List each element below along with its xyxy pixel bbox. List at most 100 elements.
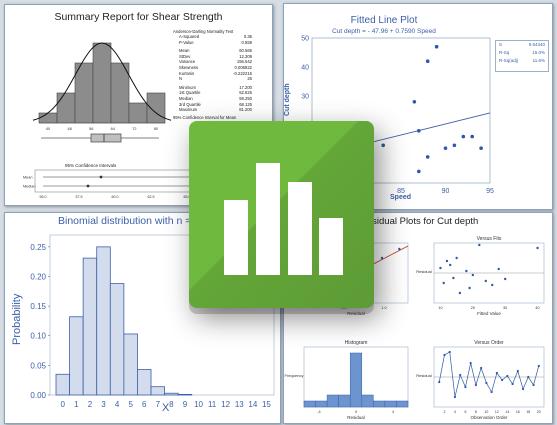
stat-label: Minimum [179,84,196,90]
stat-row: Mean 60.565 [173,48,270,54]
ci-row-median: Median [23,185,35,189]
legend-row: S 9.54340 [496,41,548,49]
ci-note: 95% Confidence Interval for Mean [173,114,237,120]
residual-point [471,273,475,277]
order-line [438,351,540,398]
data-point [470,134,474,139]
ci-tick: 55.0 [40,195,47,199]
legend-label: R-Sq(adj) [499,58,519,63]
residual-point [443,353,446,357]
y-tick: 30 [301,94,309,101]
x-tick: 8 [169,400,174,409]
legend-value: 16.0% [532,50,545,55]
residual-point [536,246,539,250]
x-tick: 7 [156,400,161,409]
x-tick: 6 [464,410,466,414]
stat-value: 0.006822 [234,64,252,70]
residual-point [468,286,471,290]
x-tick: 1.0 [381,306,386,310]
fitted-line-title: Fitted Line Plot [350,15,418,26]
y-tick: 0.05 [30,361,46,370]
probability-bar [150,386,166,396]
histogram-tick: 72 [132,127,136,131]
histogram-bar [74,62,94,124]
axis-label: Residual [416,269,432,274]
x-tick: 20 [537,410,541,414]
binomial-panel[interactable]: Binomial distribution with n = Probabili… [4,212,281,424]
x-tick: 13 [235,400,244,409]
stat-row: 1st Quartile 52.625 [173,90,270,96]
ci-tick: 65.0 [184,195,191,199]
data-point [452,143,457,148]
residual-point [455,256,458,260]
stat-value: -0.222215 [233,70,252,76]
x-tick: 12 [221,400,230,409]
data-point [425,59,430,63]
stat-row: A-Squared 0.35 [173,34,270,40]
histogram-bar [303,400,316,408]
axis-label: Fitted Value [477,311,501,316]
x-tick: 0 [61,400,66,409]
stat-value: 17.200 [239,84,252,90]
residual-point [537,364,540,368]
stat-value: 156.542 [236,59,252,65]
residual-point [448,263,452,267]
stat-row: N 26 [173,76,270,82]
x-tick: 5 [128,400,133,409]
stat-label: 3rd Quartile [179,101,201,107]
x-tick: 6 [142,400,147,409]
residual-subplot-title: Versus Order [474,340,504,346]
data-point [425,155,430,159]
probability-bar [177,394,193,396]
residual-point [445,259,449,263]
legend-value: 9.54340 [528,42,545,47]
x-tick: 85 [397,188,405,195]
x-tick: 14 [248,400,257,409]
residual-point [438,380,441,384]
residual-point [495,371,498,375]
histogram-bar [146,92,166,124]
summary-report-panel[interactable]: Summary Report for Shear Strength 40 48 56… [4,4,273,206]
legend-row: R-Sq 16.0% [496,49,548,57]
data-point [381,143,385,148]
stat-value: 52.625 [239,90,252,96]
histogram-tick: 40 [46,127,50,131]
residual-title: Residual Plots for Cut depth [360,216,479,227]
data-point [412,100,417,104]
probability-bar [164,392,179,396]
histogram-tick: 48 [67,127,71,131]
residual-point [439,266,442,270]
legend-value: 11.6% [532,58,545,63]
histogram-bar [361,394,374,408]
stat-label: Variance [179,59,196,65]
probability-bar [96,246,111,396]
legend-label: R-Sq [499,50,510,55]
x-tick: 95 [486,188,494,195]
x-tick: 40 [535,306,539,310]
residual-subplot-title: Histogram [345,340,368,346]
stat-label: Median [179,95,193,101]
residual-subplot-title: Versus Fits [477,236,502,242]
stat-label: Mean [179,48,190,54]
x-tick: 0.0 [341,306,346,310]
residual-point [485,381,488,385]
probability-bar [55,373,70,396]
residual-point [442,281,445,285]
stat-label: Skewness [179,64,199,70]
binomial-chart: 0 1 2 3 4 5 6 7 8 9 10 11 12 13 14 150.000.050.100.150.… [30,234,275,409]
fitted-legend: S 9.54340 R-Sq 16.0% R-Sq(adj) 11.6% [495,40,549,72]
ci-tick: 60.0 [112,195,119,199]
stat-value: 81.200 [239,107,252,113]
probability-bar [82,257,98,396]
ci-tick: 62.5 [148,195,155,199]
histogram-bar [384,400,397,408]
histogram-bar [396,400,409,408]
histogram-bar [373,400,386,408]
residual-point [478,243,481,247]
x-tick: 1 [74,400,79,409]
residual-point [469,361,472,365]
histogram-bar [110,62,130,124]
x-tick: 18 [526,410,530,414]
residual-point [458,291,462,295]
stat-row: Median 59.250 [173,96,270,102]
